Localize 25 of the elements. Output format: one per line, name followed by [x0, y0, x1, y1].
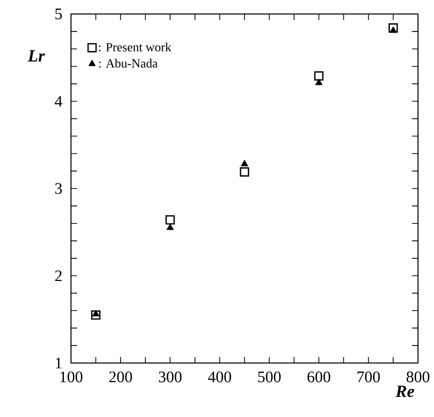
x-tick-label: 600	[308, 372, 330, 382]
point	[240, 160, 248, 166]
x-tick-label: 200	[109, 372, 132, 382]
point	[92, 310, 100, 316]
x-tick-label: 300	[158, 372, 182, 382]
y-tick-label: 4	[54, 96, 62, 107]
point	[166, 224, 174, 230]
legend-label: : Present work	[99, 42, 172, 52]
x-tick-label: 100	[60, 372, 82, 382]
x-axis-title: Re	[396, 386, 414, 398]
y-tick-label: 5	[55, 8, 62, 20]
point	[390, 26, 397, 33]
x-tick-label: 700	[357, 372, 380, 382]
point	[165, 215, 175, 225]
legend-label: : Abu-Nada	[99, 58, 158, 68]
x-tick-label: 400	[208, 372, 232, 382]
y-tick-label: 1	[56, 358, 62, 368]
point	[240, 167, 250, 177]
y-tick-label: 3	[55, 183, 62, 194]
x-tick-label: 500	[258, 372, 281, 382]
y-axis-title: Lr	[28, 50, 45, 62]
y-tick-label: 2	[55, 270, 62, 282]
point	[315, 78, 323, 86]
x-tick-label: 800	[406, 372, 430, 382]
point	[314, 71, 324, 81]
